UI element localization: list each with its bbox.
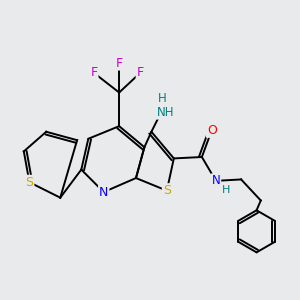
Text: F: F <box>116 57 123 70</box>
Text: H: H <box>158 92 167 105</box>
Text: O: O <box>207 124 217 137</box>
Text: N: N <box>99 186 108 199</box>
Text: S: S <box>26 176 33 189</box>
Text: F: F <box>136 66 144 80</box>
Text: NH: NH <box>157 106 174 118</box>
Text: N: N <box>212 174 220 187</box>
Text: H: H <box>221 185 230 195</box>
Text: F: F <box>90 66 98 80</box>
Text: S: S <box>163 184 171 197</box>
